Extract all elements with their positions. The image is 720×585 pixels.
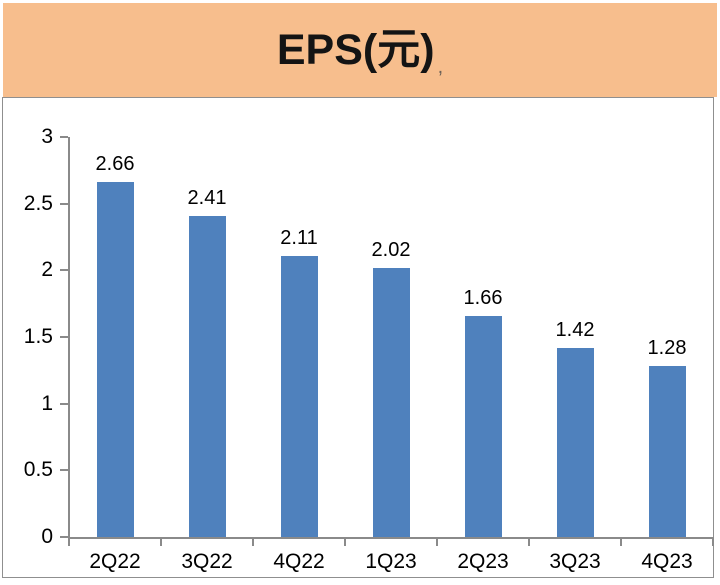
y-axis-tick-label: 1 — [41, 391, 53, 415]
chart-area: 0 0.5 1 1.5 2 2.5 3 2.66 2Q22 2.41 3Q22 2.11 4Q22 2.0… — [2, 97, 714, 578]
y-axis-tick-label: 2 — [41, 258, 53, 282]
x-axis-tick — [68, 537, 70, 546]
y-axis-tick — [60, 136, 68, 138]
x-axis-tick — [436, 537, 438, 546]
bar-2Q23 — [465, 316, 502, 537]
y-axis-tick-label: 2.5 — [23, 191, 53, 215]
x-axis-category-label: 2Q23 — [457, 550, 509, 573]
bar-value-label: 2.11 — [280, 227, 318, 249]
x-axis-tick — [344, 537, 346, 546]
y-axis-tick-label: 0 — [41, 525, 53, 548]
x-axis-category-label: 2Q22 — [89, 550, 141, 573]
plot-area: 0 0.5 1 1.5 2 2.5 3 2.66 2Q22 2.41 3Q22 2.11 4Q22 2.0… — [3, 98, 714, 577]
bar-2Q22 — [97, 182, 134, 537]
bar-value-label: 2.41 — [187, 187, 227, 209]
bar-1Q23 — [373, 268, 410, 537]
y-axis-tick — [60, 269, 68, 272]
bar-value-label: 1.42 — [555, 319, 595, 341]
x-axis-category-label: 1Q23 — [365, 550, 417, 573]
y-axis-line — [68, 137, 70, 539]
x-axis-tick — [620, 537, 622, 546]
chart-title-banner: EPS(元) , — [3, 3, 717, 97]
y-axis-tick — [60, 536, 68, 538]
y-axis-tick-label: 3 — [41, 125, 53, 148]
bar-value-label: 1.66 — [463, 287, 503, 309]
y-axis-tick — [60, 402, 68, 405]
bar-value-label: 2.66 — [95, 153, 135, 175]
x-axis-tick — [252, 537, 254, 546]
y-axis-tick-label: 0.5 — [23, 458, 53, 482]
x-axis-category-label: 4Q22 — [273, 550, 325, 573]
bar-value-label: 1.28 — [647, 337, 687, 359]
bar-3Q23 — [557, 348, 594, 537]
x-axis-category-label: 3Q23 — [549, 550, 601, 573]
bar-4Q22 — [281, 256, 318, 537]
y-axis-tick — [60, 469, 68, 472]
y-axis-tick — [60, 336, 68, 338]
x-axis-line — [68, 537, 714, 539]
y-axis-tick-label: 1.5 — [23, 325, 53, 348]
bar-3Q22 — [189, 216, 226, 537]
chart-title: EPS(元) — [276, 25, 435, 74]
bar-4Q23 — [649, 366, 686, 537]
x-axis-category-label: 4Q23 — [641, 550, 693, 573]
x-axis-tick — [712, 537, 714, 546]
title-stray-mark: , — [437, 56, 444, 78]
bar-value-label: 2.02 — [371, 239, 411, 261]
x-axis-category-label: 3Q22 — [181, 550, 233, 573]
x-axis-tick — [528, 537, 530, 546]
y-axis-tick — [60, 202, 68, 205]
x-axis-tick — [160, 537, 162, 546]
